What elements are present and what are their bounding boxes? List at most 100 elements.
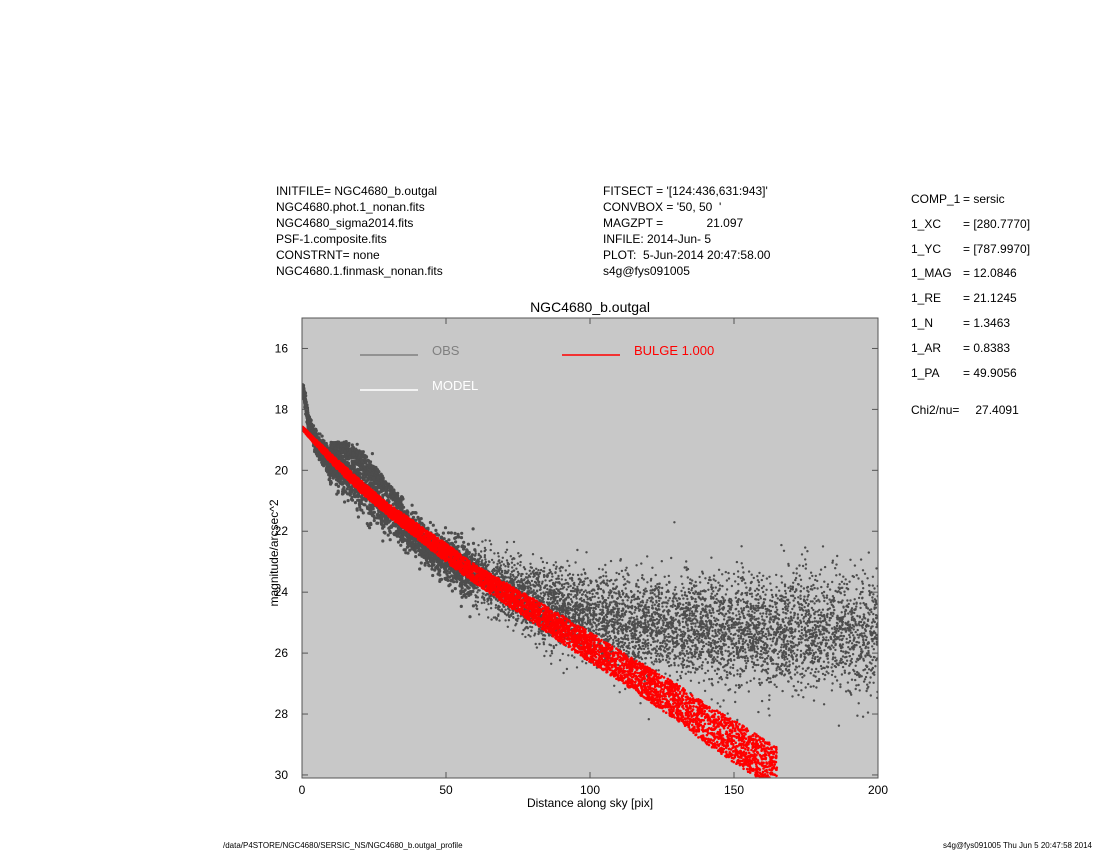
obs-point xyxy=(346,499,350,503)
obs-point xyxy=(823,649,826,652)
obs-point xyxy=(661,658,665,661)
obs-point xyxy=(790,640,794,644)
obs-point xyxy=(520,574,523,578)
obs-point xyxy=(654,647,657,650)
obs-point xyxy=(843,590,846,593)
obs-point xyxy=(823,678,826,681)
obs-point xyxy=(580,593,584,596)
obs-point xyxy=(800,585,803,588)
obs-point xyxy=(634,644,637,648)
obs-point xyxy=(819,656,822,660)
obs-point xyxy=(847,612,850,615)
obs-point xyxy=(795,588,798,591)
obs-point xyxy=(705,642,708,646)
param-row: 1_AR = 0.8383 xyxy=(911,340,1030,365)
obs-point xyxy=(806,598,809,601)
param-key: 1_XC xyxy=(911,216,942,231)
obs-point xyxy=(777,656,780,659)
obs-point xyxy=(703,632,706,636)
obs-point xyxy=(646,638,650,641)
obs-point xyxy=(831,663,834,666)
obs-point xyxy=(872,681,875,684)
obs-point xyxy=(751,649,754,652)
obs-point xyxy=(868,681,871,684)
param-value: = 21.1245 xyxy=(963,291,1017,306)
obs-point xyxy=(483,549,486,553)
obs-point xyxy=(626,634,629,637)
obs-point xyxy=(773,683,776,686)
obs-point xyxy=(859,645,862,649)
obs-point xyxy=(820,585,823,589)
obs-point xyxy=(680,670,683,674)
param-key: 1_PA xyxy=(911,365,940,380)
obs-point xyxy=(844,650,847,653)
obs-point xyxy=(799,619,802,622)
obs-point xyxy=(728,616,732,619)
obs-point xyxy=(804,567,807,570)
obs-point xyxy=(811,620,814,624)
obs-point xyxy=(771,595,774,599)
obs-point xyxy=(727,599,731,602)
obs-point xyxy=(739,622,742,625)
obs-point xyxy=(831,670,834,673)
param-row: 1_XC = [280.7770] xyxy=(911,216,1030,241)
obs-point xyxy=(565,667,569,671)
obs-point xyxy=(687,660,691,663)
obs-point xyxy=(831,604,835,607)
obs-point xyxy=(764,593,767,596)
obs-point xyxy=(650,661,654,664)
obs-point xyxy=(353,501,358,505)
obs-point xyxy=(613,684,616,687)
obs-point xyxy=(701,614,705,617)
obs-point xyxy=(588,611,591,615)
obs-point xyxy=(453,531,457,536)
obs-point xyxy=(790,634,793,638)
obs-point xyxy=(872,648,875,651)
obs-point xyxy=(635,584,638,587)
obs-point xyxy=(768,647,771,650)
obs-point xyxy=(630,640,634,644)
obs-point xyxy=(658,608,661,611)
obs-point xyxy=(688,614,691,617)
obs-point xyxy=(577,578,580,581)
obs-point xyxy=(792,571,795,575)
obs-point xyxy=(503,605,506,608)
obs-point xyxy=(681,617,685,620)
obs-point xyxy=(654,573,657,577)
obs-point xyxy=(712,590,715,593)
obs-point xyxy=(668,640,672,643)
obs-point xyxy=(776,622,779,625)
obs-point xyxy=(608,594,611,597)
obs-point xyxy=(845,637,848,641)
obs-point xyxy=(459,536,464,540)
obs-point xyxy=(864,629,867,632)
obs-point xyxy=(673,521,676,524)
param-row: 1_N = 1.3463 xyxy=(911,315,1030,340)
obs-point xyxy=(587,607,590,610)
obs-point xyxy=(523,578,526,581)
obs-point xyxy=(531,553,535,556)
obs-point xyxy=(630,628,633,631)
obs-point xyxy=(776,608,779,611)
obs-point xyxy=(562,586,566,589)
obs-point xyxy=(789,611,792,614)
obs-point xyxy=(724,613,727,616)
obs-point xyxy=(805,586,809,589)
obs-point xyxy=(736,669,739,672)
obs-point xyxy=(837,629,840,633)
obs-point xyxy=(582,590,586,594)
obs-point xyxy=(801,637,804,640)
obs-point xyxy=(731,646,734,650)
obs-point xyxy=(745,681,749,684)
obs-point xyxy=(815,595,818,598)
obs-point xyxy=(831,658,834,661)
obs-point xyxy=(834,567,837,570)
obs-point xyxy=(637,652,640,655)
obs-point xyxy=(622,648,626,652)
obs-point xyxy=(519,554,523,557)
obs-point xyxy=(722,618,726,621)
obs-point xyxy=(783,658,786,661)
obs-point xyxy=(854,678,857,682)
obs-point xyxy=(790,654,793,657)
obs-point xyxy=(694,597,697,601)
